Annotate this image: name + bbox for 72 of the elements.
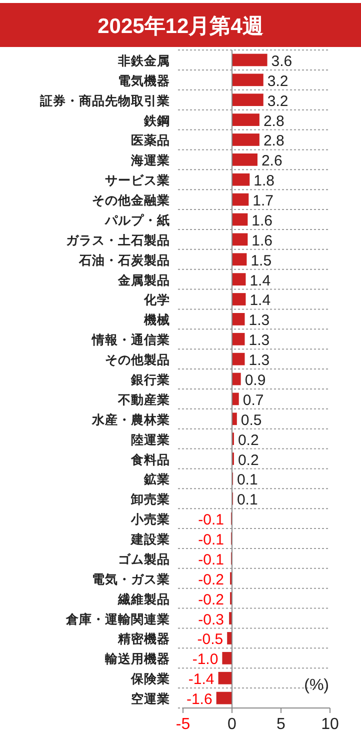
x-tick-label: 10 [321,716,339,733]
y-tick-label: その他製品 [105,353,170,368]
data-label: 1.3 [248,352,270,370]
y-tick-label: 金属製品 [117,273,170,288]
data-label: 0.9 [244,372,266,389]
x-tick-label: -5 [176,716,190,733]
data-label: -0.1 [198,512,224,529]
y-tick-label: 電気・ガス業 [92,572,170,586]
y-tick-label: 陸運業 [131,432,170,447]
y-tick-label: 不動産業 [117,392,170,407]
y-tick-label: その他金融業 [92,194,170,208]
data-label: -0.2 [198,591,224,608]
data-label: -0.1 [198,532,224,549]
data-label: 2.6 [261,152,282,170]
y-tick-label: パルプ・紙 [104,212,170,228]
data-label: 0.7 [242,392,264,409]
y-tick-label: 建設業 [130,532,170,547]
data-label: -0.2 [198,571,224,588]
data-label: 1.8 [254,172,274,190]
data-label: -1.6 [186,691,212,708]
y-tick-label: 情報・通信業 [91,332,170,348]
data-label: 1.6 [252,212,273,230]
data-label: 1.3 [248,312,270,330]
y-tick-label: 電気機器 [118,74,170,88]
data-label: 0.2 [238,432,259,449]
data-label: 0.1 [236,492,258,509]
y-tick-label: 繊維製品 [117,592,170,606]
y-tick-label: サービス業 [105,174,170,188]
data-label: -0.3 [198,611,224,628]
data-label: 3.2 [267,92,288,110]
y-tick-label: ゴム製品 [118,552,170,566]
y-tick-label: 小売業 [130,512,170,527]
y-tick-label: 輸送用機器 [104,652,170,666]
y-tick-label: 水産・農林業 [91,412,170,427]
x-axis-title: (%) [304,677,329,694]
data-label: 0.1 [236,472,258,489]
x-tick-label: 0 [228,716,237,733]
y-tick-label: 卸売業 [130,492,170,507]
y-tick-label: 空運業 [131,691,170,706]
data-label: 1.4 [250,272,271,290]
data-label: 1.6 [252,232,273,250]
data-label: 3.6 [271,52,292,70]
y-tick-label: 非鉄金属 [117,54,170,68]
y-tick-label: 機械 [143,313,170,328]
y-tick-label: 精密機器 [117,631,170,646]
y-tick-label: 石油・石炭製品 [78,253,170,268]
y-tick-label: ガラス・土石製品 [66,233,170,248]
data-label: 1.5 [250,252,272,270]
y-tick-label: 倉庫・運輸関連業 [65,611,170,626]
y-tick-label: 証券・商品先物取引業 [39,92,170,108]
y-tick-label: 食料品 [130,452,170,467]
y-tick-label: 鉄鋼 [143,114,170,128]
y-tick-label: 銀行業 [130,373,170,387]
y-tick-label: 保険業 [130,672,170,686]
y-tick-label: 鉱業 [143,472,170,487]
data-label: 1.7 [252,192,274,210]
data-label: 1.3 [248,332,270,350]
data-label: -0.1 [198,551,224,568]
y-tick-label: 化学 [143,293,170,308]
data-label: -1.4 [188,671,214,688]
data-label: -0.5 [197,631,224,648]
data-label: -1.0 [192,651,218,668]
data-label: 1.4 [250,292,271,310]
chart-title: 2025年12月第4週 [98,15,264,38]
data-label: 2.8 [263,112,284,130]
data-label: 0.5 [240,412,262,429]
data-label: 0.2 [238,452,259,469]
y-tick-label: 医薬品 [131,132,170,148]
data-label: 2.8 [263,132,284,150]
data-label: 3.2 [267,72,288,90]
y-tick-label: 海運業 [130,154,170,168]
x-tick-label: 5 [276,716,286,733]
